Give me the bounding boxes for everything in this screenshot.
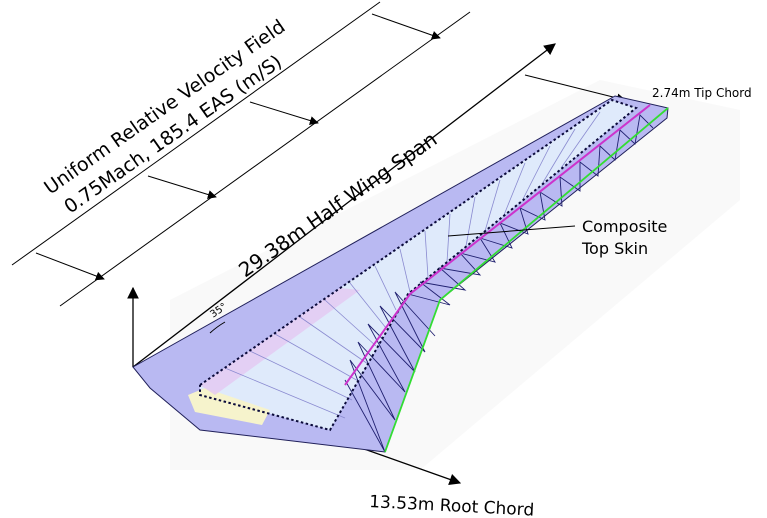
composite-skin-label-line2: Top Skin — [581, 239, 648, 258]
trailing-edge — [384, 107, 669, 453]
spar-outlines — [199, 98, 639, 432]
tip-chord-label: 2.74m Tip Chord — [652, 86, 752, 100]
velocity-label-line1: Uniform Relative Velocity Field — [40, 16, 289, 200]
composite-skin-label-line1: Composite — [582, 217, 667, 236]
velocity-field-lines — [11, 1, 471, 307]
sweep-angle-arc — [209, 321, 226, 334]
root-chord-label: 13.53m Root Chord — [369, 492, 535, 518]
velocity-label-line2: 0.75Mach, 185.4 EAS (m/S) — [60, 51, 286, 218]
skin-ribs — [224, 111, 601, 419]
root-fairing — [188, 388, 270, 425]
skin-leader-line — [447, 225, 576, 237]
magenta-spar — [344, 104, 651, 386]
leading-edge-zone — [200, 288, 360, 395]
aft-box-ribs — [344, 114, 654, 453]
span-dimension — [524, 74, 626, 103]
composite-top-skin — [200, 100, 636, 430]
